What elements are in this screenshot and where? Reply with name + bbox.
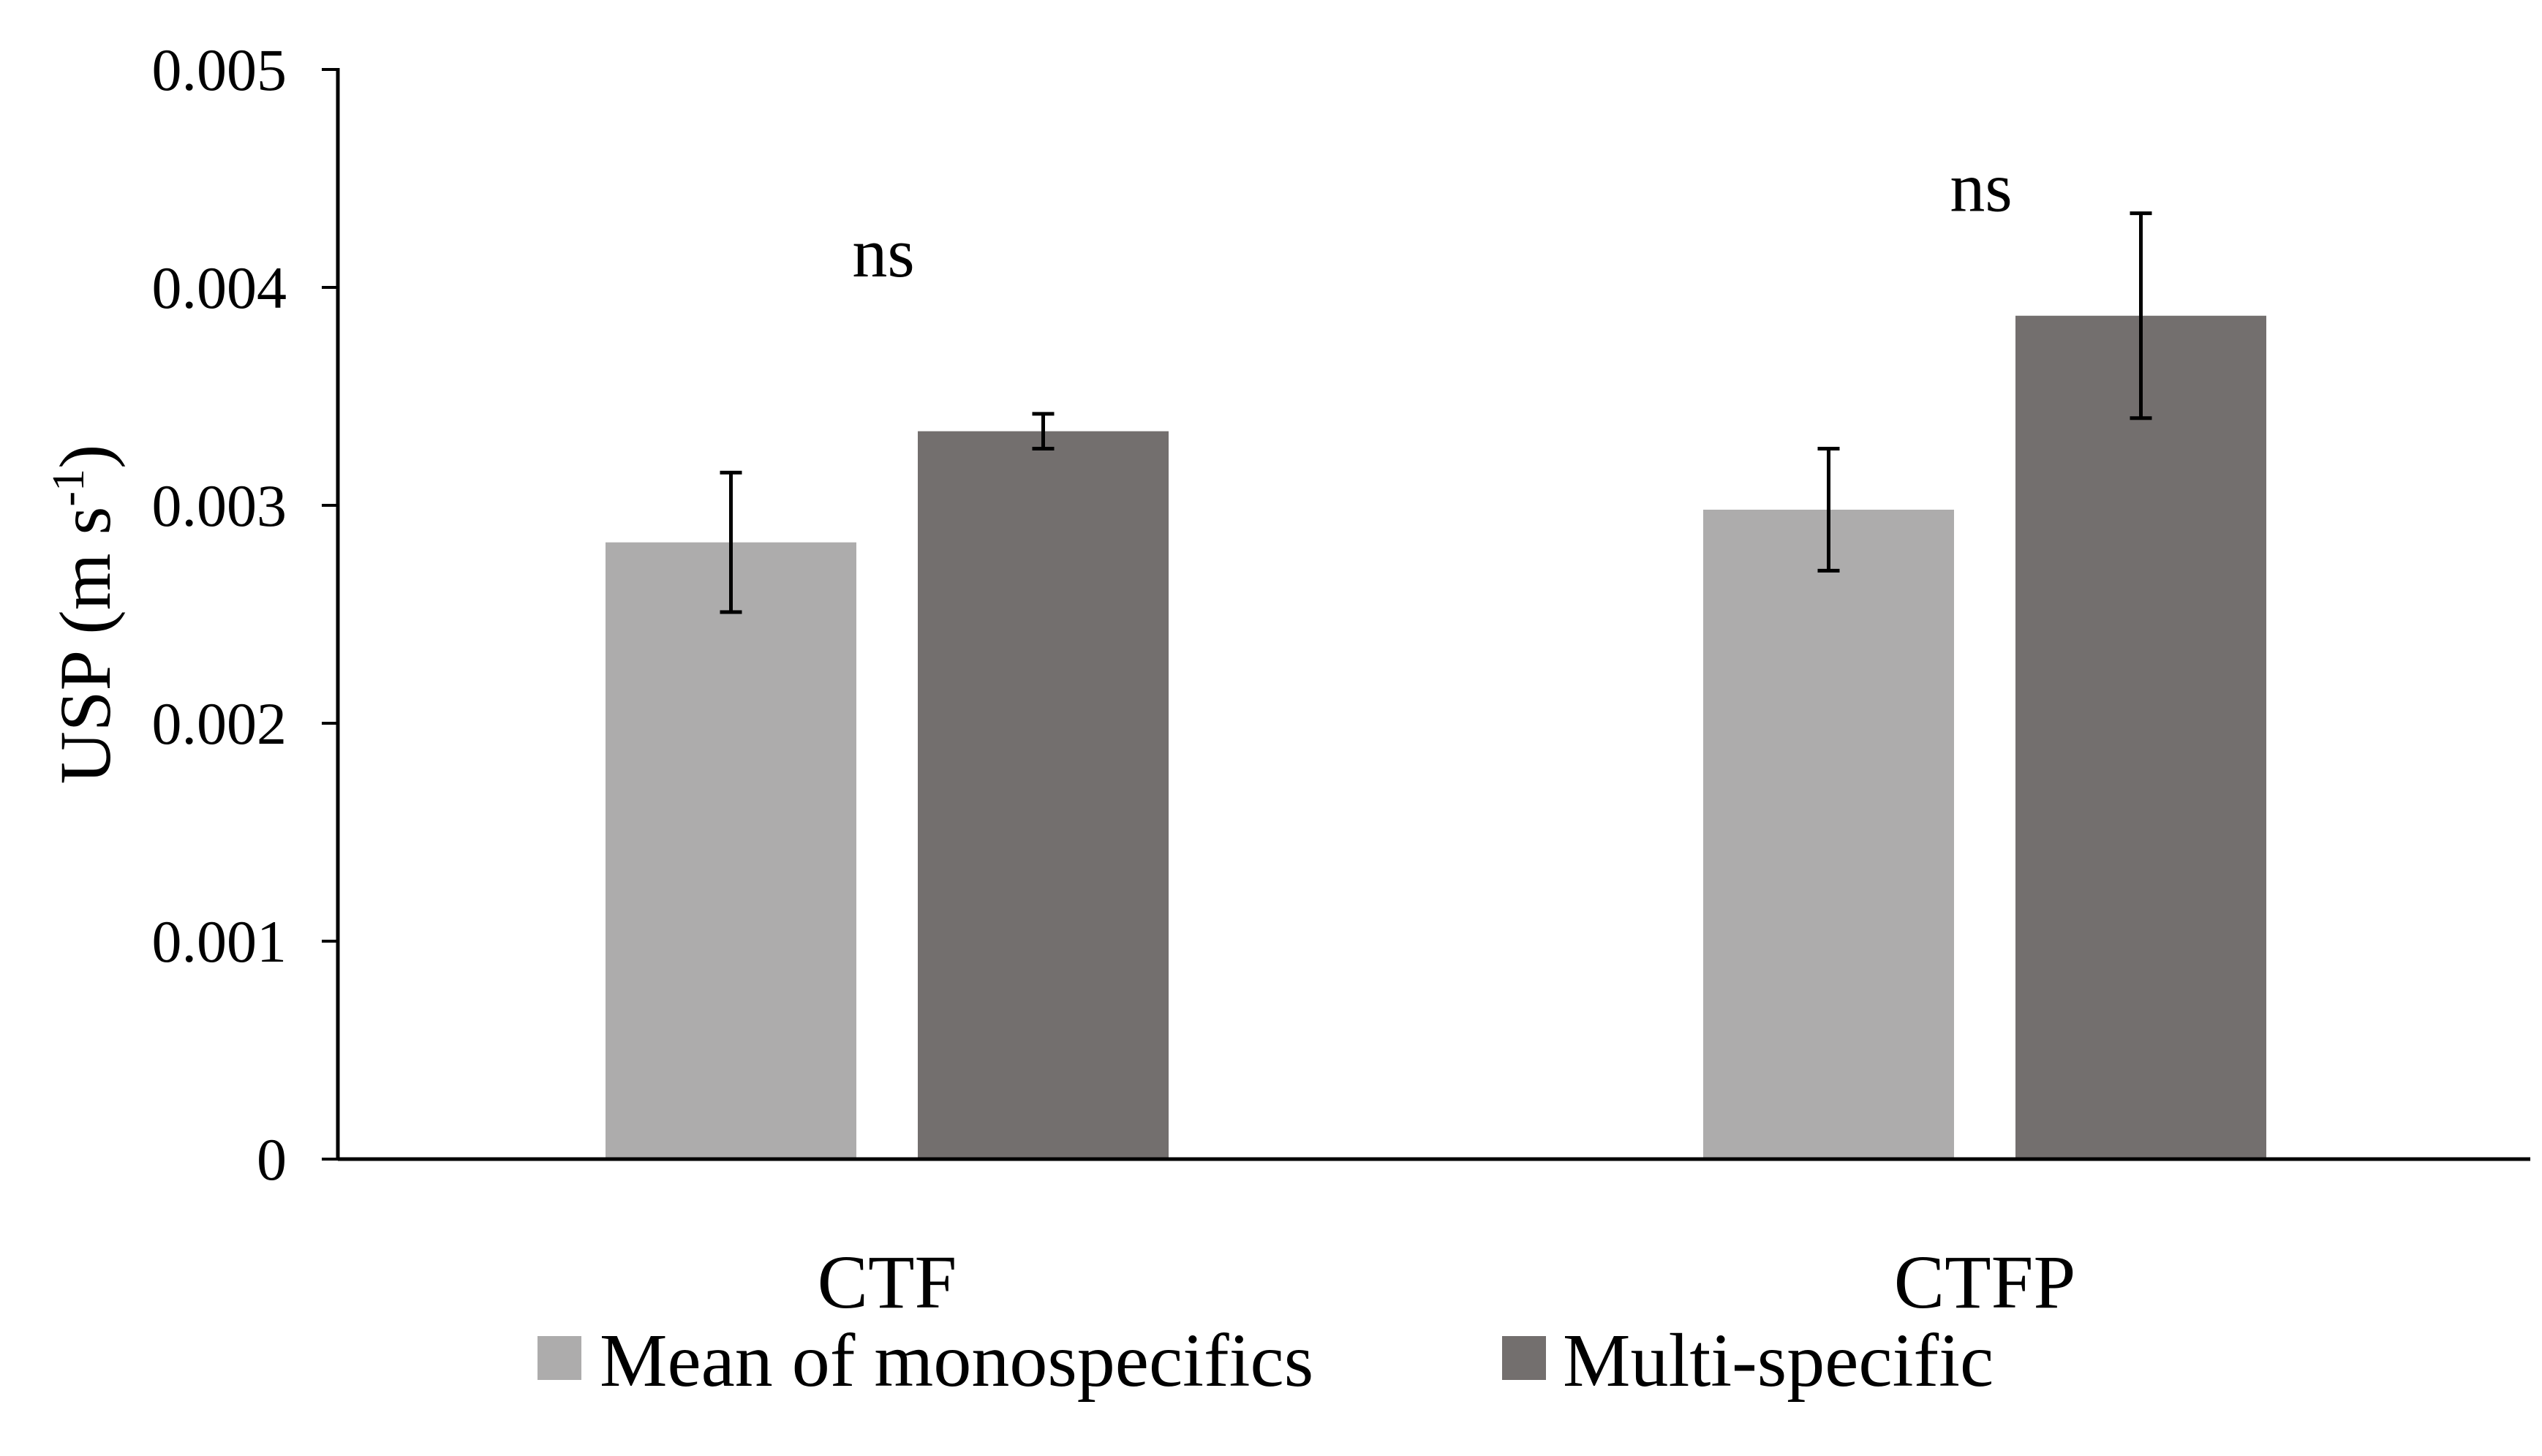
bar bbox=[1703, 509, 1954, 1159]
y-tick-label: 0.003 bbox=[152, 472, 287, 539]
y-tick-label: 0.005 bbox=[152, 37, 287, 103]
bar bbox=[606, 542, 856, 1159]
y-tick-label: 0.002 bbox=[152, 690, 287, 757]
axes bbox=[336, 68, 2530, 1161]
y-axis-label: USP (m s-1) bbox=[44, 445, 126, 785]
y-ticks: 0 0.001 0.002 0.003 0.004 0.005 bbox=[152, 37, 338, 1193]
y-tick-label: 0.004 bbox=[152, 254, 287, 321]
y-axis-label-superscript: -1 bbox=[44, 469, 94, 507]
bar bbox=[2015, 315, 2266, 1159]
annotations: ns ns bbox=[852, 148, 2012, 292]
y-axis-label-close: ) bbox=[45, 445, 126, 469]
bar bbox=[918, 431, 1169, 1159]
legend: Mean of monospecifics Multi-specific bbox=[538, 1319, 1994, 1403]
significance-annotation: ns bbox=[1950, 148, 2012, 227]
legend-swatch bbox=[538, 1336, 581, 1380]
x-category-label: CTFP bbox=[1894, 1240, 2076, 1324]
legend-swatch bbox=[1502, 1336, 1546, 1380]
y-tick-label: 0 bbox=[257, 1126, 287, 1193]
svg-text:USP (m s-1): USP (m s-1) bbox=[44, 445, 126, 785]
y-axis-label-main: USP (m s bbox=[45, 507, 126, 785]
legend-label: Mean of monospecifics bbox=[600, 1319, 1313, 1403]
bars bbox=[606, 315, 2266, 1159]
error-bars bbox=[720, 211, 2152, 614]
significance-annotation: ns bbox=[852, 214, 914, 292]
legend-label: Multi-specific bbox=[1563, 1319, 1994, 1403]
y-tick-label: 0.001 bbox=[152, 908, 287, 975]
x-category-label: CTF bbox=[818, 1240, 957, 1324]
x-category-labels: CTF CTFP bbox=[818, 1240, 2076, 1324]
